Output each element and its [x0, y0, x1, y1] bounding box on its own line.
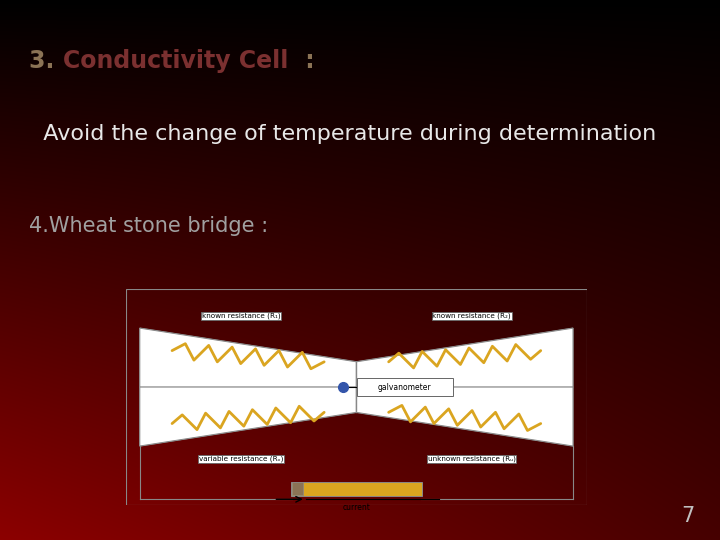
Text: known resistance (R₁): known resistance (R₁) [202, 312, 281, 319]
Polygon shape [140, 328, 356, 387]
Polygon shape [140, 328, 356, 446]
Text: 3.: 3. [29, 49, 63, 72]
Text: current: current [343, 503, 370, 512]
Polygon shape [140, 387, 356, 446]
Text: known resistance (R₂): known resistance (R₂) [432, 312, 511, 319]
Text: 7: 7 [682, 507, 695, 526]
FancyBboxPatch shape [357, 378, 453, 396]
Polygon shape [356, 387, 573, 446]
Text: variable resistance (Rᵥ): variable resistance (Rᵥ) [199, 455, 284, 462]
FancyBboxPatch shape [290, 482, 423, 496]
Text: :: : [297, 49, 315, 72]
Polygon shape [356, 328, 573, 387]
Text: 4.Wheat stone bridge :: 4.Wheat stone bridge : [29, 216, 268, 236]
Bar [292, 482, 303, 495]
Text: Conductivity Cell: Conductivity Cell [63, 49, 289, 72]
Text: Avoid the change of temperature during determination: Avoid the change of temperature during d… [29, 124, 656, 144]
Polygon shape [356, 328, 573, 446]
Text: galvanometer: galvanometer [378, 382, 431, 392]
Text: unknown resistance (Rᵤ): unknown resistance (Rᵤ) [428, 455, 516, 462]
